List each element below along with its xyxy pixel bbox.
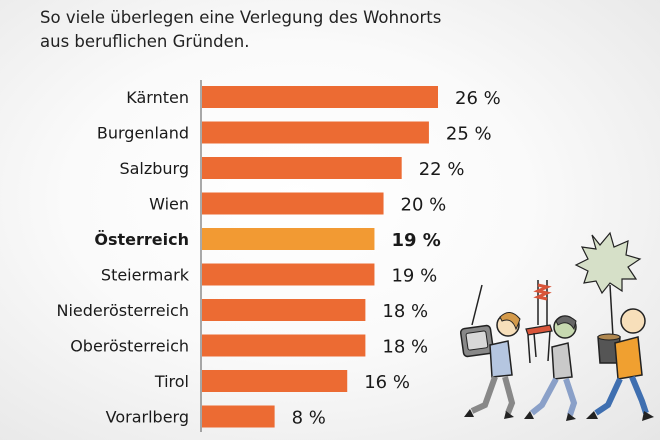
value-label: 19 % (391, 266, 437, 287)
person-with-plant (574, 231, 654, 421)
category-label: Burgenland (97, 124, 189, 143)
bar (202, 228, 375, 250)
value-label: 18 % (382, 301, 428, 322)
category-label: Österreich (94, 230, 189, 249)
moving-people-illustration (459, 231, 654, 421)
bar (202, 299, 366, 321)
bar (202, 157, 402, 179)
value-label: 22 % (419, 159, 465, 180)
chart-title: So viele überlegen eine Verlegung des Wo… (40, 8, 442, 51)
bar (202, 405, 275, 428)
person-with-tv (459, 284, 521, 419)
bar (202, 370, 348, 392)
category-label: Tirol (154, 372, 189, 391)
bar (202, 121, 429, 144)
bar (202, 334, 366, 357)
value-label: 18 % (382, 337, 428, 358)
bar (202, 263, 375, 286)
category-label: Oberösterreich (70, 337, 189, 356)
bar (202, 192, 384, 215)
category-label: Vorarlberg (106, 408, 189, 427)
value-label: 20 % (401, 195, 447, 216)
category-label: Steiermark (101, 266, 190, 285)
value-label: 26 % (455, 88, 501, 109)
category-label: Niederösterreich (57, 301, 189, 320)
category-label: Kärnten (126, 88, 189, 107)
category-label: Wien (149, 195, 189, 214)
value-label: 8 % (292, 408, 326, 429)
value-label: 25 % (446, 124, 492, 145)
bar (202, 86, 438, 108)
value-label: 16 % (364, 372, 410, 393)
person-with-chair (524, 280, 578, 421)
value-label: 19 % (391, 230, 440, 251)
category-label: Salzburg (119, 159, 189, 178)
